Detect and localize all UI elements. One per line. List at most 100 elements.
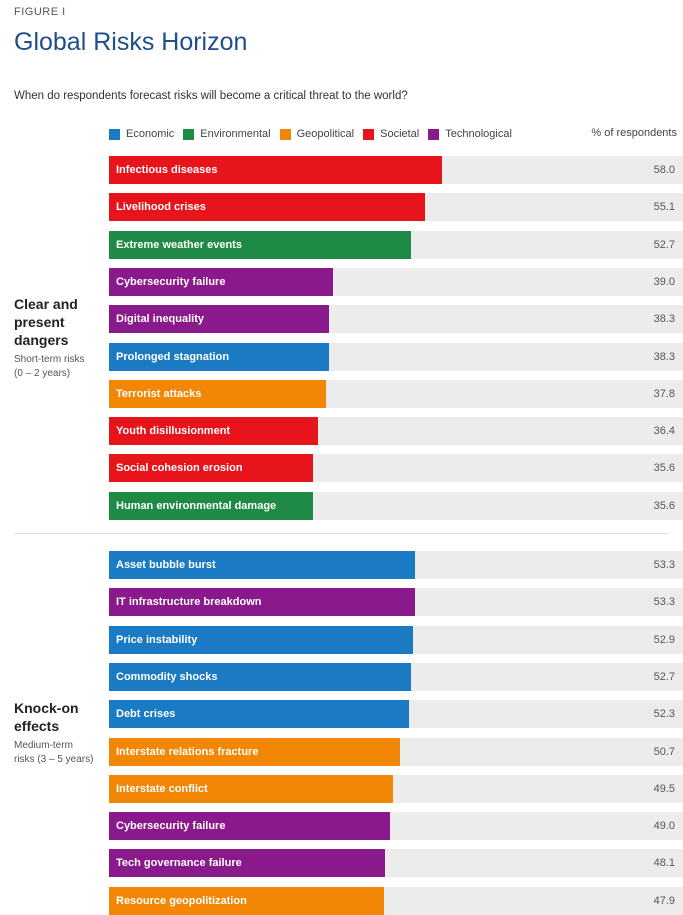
bar-row: Price instability 52.9 <box>109 626 683 654</box>
bar: Price instability <box>109 626 413 654</box>
bar-label: Price instability <box>116 634 198 646</box>
bar-label: Interstate conflict <box>116 783 208 795</box>
bar: Asset bubble burst <box>109 551 415 579</box>
bar-row: Commodity shocks 52.7 <box>109 663 683 691</box>
bar-value: 37.8 <box>653 388 675 400</box>
legend-label: Technological <box>445 128 512 140</box>
bar-label: Resource geopolitization <box>116 895 247 907</box>
value-column-header: % of respondents <box>591 127 677 139</box>
bar: Cybersecurity failure <box>109 268 333 296</box>
legend-item-environmental: Environmental <box>183 128 271 140</box>
bar-label: Commodity shocks <box>116 671 218 683</box>
bar-row: Cybersecurity failure 39.0 <box>109 268 683 296</box>
bar: Livelihood crises <box>109 193 425 221</box>
group-divider <box>14 533 669 534</box>
bar-row: Resource geopolitization 47.9 <box>109 887 683 915</box>
legend-swatch <box>109 128 120 140</box>
legend-swatch <box>279 128 291 140</box>
bar-value: 49.0 <box>653 820 675 832</box>
bar-value: 36.4 <box>653 425 675 437</box>
bar: Youth disillusionment <box>109 417 318 445</box>
bar-value: 48.1 <box>653 857 675 869</box>
bar: Tech governance failure <box>109 849 385 877</box>
bar-label: Asset bubble burst <box>116 559 216 571</box>
bar: IT infrastructure breakdown <box>109 588 415 616</box>
bar-label: Debt crises <box>116 708 176 720</box>
bar-row: Interstate relations fracture 50.7 <box>109 738 683 766</box>
group-subtitle-line: Short-term risks <box>14 353 85 365</box>
bar-value: 35.6 <box>653 500 675 512</box>
legend-item-technological: Technological <box>428 128 512 140</box>
bar-row: Human environmental damage 35.6 <box>109 492 683 520</box>
bar-row: Interstate conflict 49.5 <box>109 775 683 803</box>
bar-row: Debt crises 52.3 <box>109 700 683 728</box>
group-title-line: dangers <box>14 331 69 348</box>
bar-value: 49.5 <box>653 783 675 795</box>
bar-row: IT infrastructure breakdown 53.3 <box>109 588 683 616</box>
bar-value: 55.1 <box>653 201 675 213</box>
legend-item-economic: Economic <box>109 128 174 140</box>
bar-row: Tech governance failure 48.1 <box>109 849 683 877</box>
group-subtitle: Medium-term risks (3 – 5 years) <box>14 739 104 767</box>
group-title: Knock-on effects <box>14 699 104 735</box>
bar-row: Extreme weather events 52.7 <box>109 231 683 259</box>
group-subtitle-line: (0 – 2 years) <box>14 367 71 379</box>
bar-row: Digital inequality 38.3 <box>109 305 683 333</box>
bar-value: 38.3 <box>653 351 675 363</box>
legend-label: Environmental <box>200 128 271 140</box>
bar-label: Prolonged stagnation <box>116 351 230 363</box>
bar: Digital inequality <box>109 305 329 333</box>
legend-item-societal: Societal <box>363 128 419 140</box>
legend-item-geopolitical: Geopolitical <box>279 128 354 140</box>
bar-row: Prolonged stagnation 38.3 <box>109 343 683 371</box>
bar: Cybersecurity failure <box>109 812 390 840</box>
chart-title: Global Risks Horizon <box>14 28 248 56</box>
bar-label: Youth disillusionment <box>116 425 231 437</box>
legend-swatch <box>428 128 440 140</box>
bar-row: Livelihood crises 55.1 <box>109 193 683 221</box>
legend: Economic Environmental Geopolitical Societa… <box>109 127 521 141</box>
bar-value: 39.0 <box>653 276 675 288</box>
bar-value: 53.3 <box>653 596 675 608</box>
group-title: Clear and present dangers <box>14 295 104 349</box>
bar-label: Cybersecurity failure <box>116 820 226 832</box>
bar: Interstate relations fracture <box>109 738 400 766</box>
bar: Debt crises <box>109 700 409 728</box>
bar: Human environmental damage <box>109 492 313 520</box>
bar: Infectious diseases <box>109 156 442 184</box>
bar: Terrorist attacks <box>109 380 326 408</box>
bar-row: Terrorist attacks 37.8 <box>109 380 683 408</box>
chart-subtitle: When do respondents forecast risks will … <box>14 90 408 102</box>
bar-label: Livelihood crises <box>116 201 206 213</box>
group-title-line: Knock-on <box>14 699 79 716</box>
bar: Interstate conflict <box>109 775 393 803</box>
group-title-line: effects <box>14 717 60 734</box>
bar-label: Infectious diseases <box>116 164 218 176</box>
group-subtitle-line: Medium-term <box>14 739 73 751</box>
legend-label: Economic <box>126 128 175 140</box>
group-title-line: present <box>14 313 65 330</box>
bar-value: 52.7 <box>653 239 675 251</box>
bar-row: Cybersecurity failure 49.0 <box>109 812 683 840</box>
bar-value: 38.3 <box>653 313 675 325</box>
bar-label: Terrorist attacks <box>116 388 202 400</box>
legend-label: Societal <box>380 128 420 140</box>
bar-row: Asset bubble burst 53.3 <box>109 551 683 579</box>
bar: Social cohesion erosion <box>109 454 313 482</box>
bar: Prolonged stagnation <box>109 343 329 371</box>
bar-label: Cybersecurity failure <box>116 276 226 288</box>
group-title-line: Clear and <box>14 295 78 312</box>
bar-row: Social cohesion erosion 35.6 <box>109 454 683 482</box>
bar-label: IT infrastructure breakdown <box>116 596 262 608</box>
bar-label: Tech governance failure <box>116 857 242 869</box>
bar-value: 52.9 <box>653 634 675 646</box>
bar: Extreme weather events <box>109 231 411 259</box>
bar-value: 52.3 <box>653 708 675 720</box>
bar-row: Youth disillusionment 36.4 <box>109 417 683 445</box>
bar-value: 58.0 <box>653 164 675 176</box>
bar-value: 52.7 <box>653 671 675 683</box>
legend-swatch <box>183 128 195 140</box>
bar-label: Social cohesion erosion <box>116 462 243 474</box>
bar-label: Digital inequality <box>116 313 205 325</box>
bar-value: 35.6 <box>653 462 675 474</box>
